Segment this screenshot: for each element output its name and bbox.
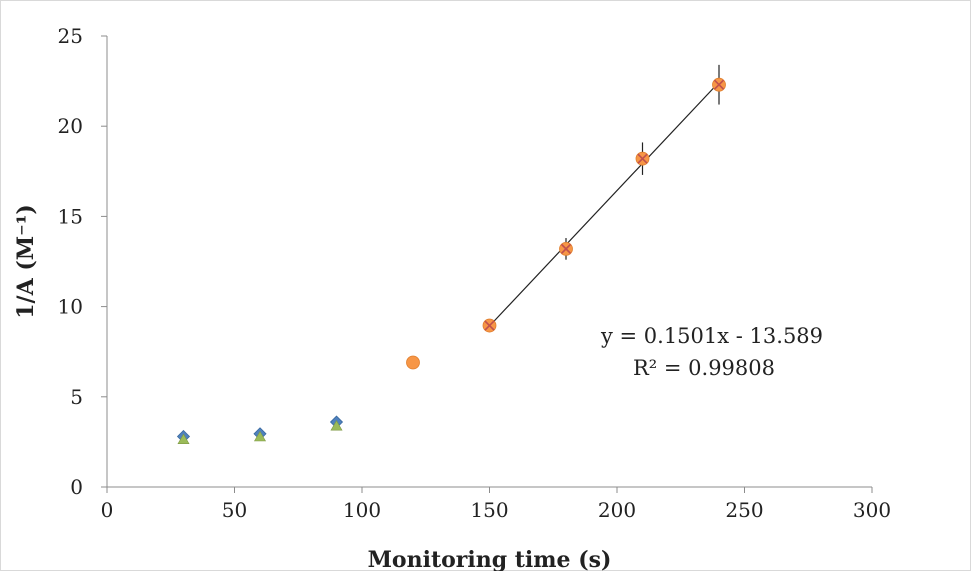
y-tick-label: 0	[70, 475, 83, 499]
y-tick-label: 25	[58, 24, 83, 48]
y-tick-label: 20	[58, 114, 83, 138]
x-point	[713, 79, 725, 90]
x-tick-label: 200	[598, 498, 636, 522]
x-axis-title: Monitoring time (s)	[368, 547, 612, 571]
trendline-equation: y = 0.1501x - 13.589	[600, 324, 823, 348]
data-points	[176, 77, 726, 444]
x-tick-label: 50	[222, 498, 247, 522]
circle-point	[406, 355, 420, 370]
x-tick-label: 100	[343, 498, 381, 522]
triangle-point	[330, 420, 343, 431]
x-point	[560, 243, 572, 254]
x-tick-label: 250	[725, 498, 763, 522]
x-point	[637, 153, 648, 164]
x-point	[484, 320, 495, 331]
trendline-r-squared: R² = 0.99808	[633, 356, 775, 380]
y-tick-label: 5	[70, 385, 83, 409]
y-tick-label: 15	[58, 204, 83, 228]
triangle-point	[253, 430, 267, 442]
trendline	[489, 81, 720, 327]
x-tick-label: 150	[470, 498, 508, 522]
y-axis-title: 1/A (M⁻¹)	[13, 204, 39, 319]
ticks: 0 50 100 150 200 250 300 0 5 10 15 20 25	[58, 24, 892, 522]
x-tick-label: 300	[853, 498, 891, 522]
x-tick-label: 0	[101, 498, 114, 522]
axes	[106, 36, 872, 488]
triangle-point	[177, 433, 190, 444]
y-tick-label: 10	[58, 295, 83, 319]
